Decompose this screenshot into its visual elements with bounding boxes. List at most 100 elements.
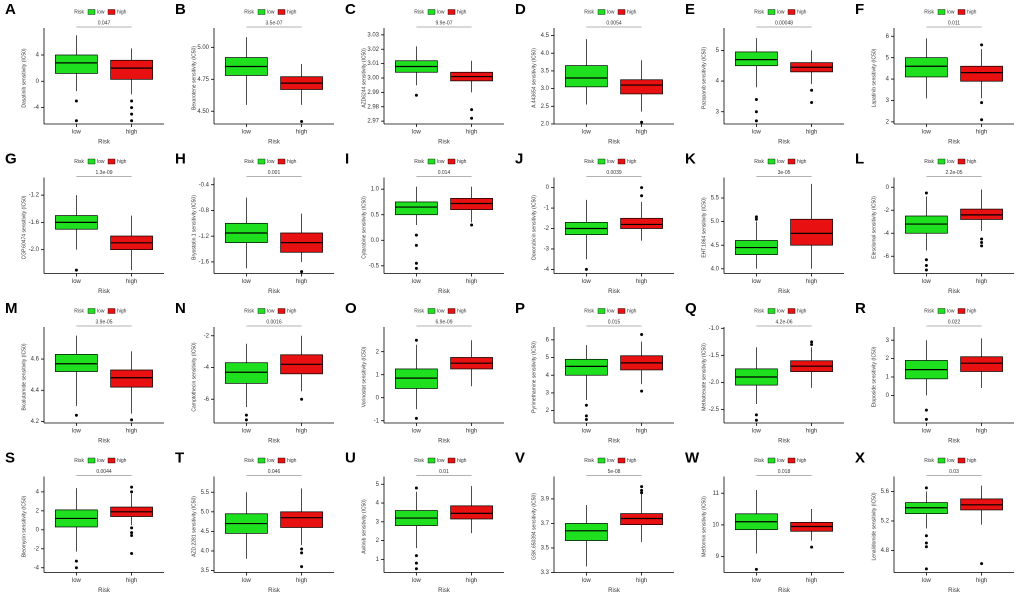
outlier bbox=[470, 116, 474, 120]
outlier bbox=[980, 43, 984, 47]
panel-label: Q bbox=[685, 300, 697, 317]
outlier bbox=[810, 101, 814, 105]
x-tick-label: high bbox=[976, 279, 987, 285]
y-tick-label: 3 bbox=[886, 338, 890, 344]
legend-swatch bbox=[427, 308, 436, 314]
panel-label: X bbox=[855, 449, 865, 466]
legend-label: low bbox=[437, 308, 445, 314]
outlier bbox=[414, 233, 418, 237]
outlier bbox=[640, 389, 644, 393]
y-tick-label: -1.6 bbox=[29, 220, 40, 226]
y-tick-label: 0 bbox=[546, 185, 550, 191]
x-tick-label: high bbox=[466, 578, 477, 584]
y-tick-label: 3 bbox=[376, 519, 380, 525]
x-tick-label: low bbox=[242, 130, 252, 136]
p-value: 4.2e-06 bbox=[776, 319, 793, 325]
x-tick-label: high bbox=[806, 429, 817, 435]
y-axis-label: Etoposide sensitivity (IC50) bbox=[871, 346, 877, 407]
x-tick-label: low bbox=[412, 578, 422, 584]
y-tick-label: -2 bbox=[884, 208, 890, 214]
legend-title: Risk bbox=[414, 9, 424, 15]
x-axis-label: Risk bbox=[438, 140, 451, 146]
p-value: 9.9e-07 bbox=[436, 20, 453, 26]
panel-label: A bbox=[5, 1, 16, 18]
legend-label: low bbox=[267, 308, 275, 314]
y-tick-label: -2 bbox=[34, 546, 40, 552]
box bbox=[565, 65, 608, 88]
x-tick-label: low bbox=[922, 578, 932, 584]
y-tick-label: 2 bbox=[546, 408, 550, 414]
y-axis-label: Bleomycin sensitivity (IC50) bbox=[21, 495, 27, 557]
x-tick-label: high bbox=[466, 130, 477, 136]
outlier bbox=[754, 215, 758, 219]
x-tick-label: high bbox=[296, 130, 307, 136]
legend-swatch bbox=[957, 158, 966, 165]
x-tick-label: low bbox=[752, 578, 762, 584]
legend-title: Risk bbox=[924, 159, 934, 165]
outlier bbox=[640, 491, 644, 495]
outlier bbox=[414, 567, 418, 571]
y-tick-label: 4.50 bbox=[197, 109, 209, 115]
legend-title: Risk bbox=[754, 159, 764, 165]
legend-title: Risk bbox=[244, 9, 254, 15]
panel-label: G bbox=[5, 150, 17, 167]
legend-label: high bbox=[967, 458, 977, 464]
x-axis-label: Risk bbox=[608, 588, 621, 594]
legend-title: Risk bbox=[584, 9, 594, 15]
legend-label: low bbox=[97, 308, 105, 314]
p-value: 0.014 bbox=[438, 170, 451, 176]
legend-swatch bbox=[257, 9, 266, 15]
legend-label: low bbox=[777, 159, 785, 165]
y-tick-label: 1 bbox=[376, 372, 380, 378]
x-axis-label: Risk bbox=[438, 289, 451, 295]
y-axis-label: Axitinib sensitivity (IC50) bbox=[361, 499, 367, 554]
x-tick-label: low bbox=[922, 429, 932, 435]
outlier bbox=[74, 119, 78, 123]
y-tick-label: -2.0 bbox=[29, 247, 40, 253]
legend-title: Risk bbox=[924, 458, 934, 464]
legend-swatch bbox=[787, 308, 796, 314]
legend-title: Risk bbox=[584, 458, 594, 464]
x-tick-label: high bbox=[976, 130, 987, 136]
p-value: 2.2e-05 bbox=[946, 170, 963, 176]
box bbox=[565, 523, 608, 541]
outlier bbox=[924, 545, 928, 549]
y-tick-label: 4 bbox=[716, 79, 720, 85]
x-axis-label: Risk bbox=[948, 289, 961, 295]
y-tick-label: 3 bbox=[546, 391, 550, 397]
x-axis-label: Risk bbox=[778, 439, 791, 445]
x-tick-label: high bbox=[296, 429, 307, 435]
legend-swatch bbox=[87, 158, 96, 165]
box bbox=[450, 505, 493, 520]
y-tick-label: 10 bbox=[712, 522, 719, 528]
legend-label: high bbox=[967, 159, 977, 165]
x-tick-label: low bbox=[242, 429, 252, 435]
p-value: 0.015 bbox=[608, 319, 621, 325]
legend-swatch bbox=[957, 9, 966, 15]
outlier bbox=[414, 93, 418, 97]
x-tick-label: high bbox=[636, 130, 647, 136]
legend-swatch bbox=[107, 9, 116, 15]
outlier bbox=[300, 270, 304, 274]
legend-label: low bbox=[267, 9, 275, 15]
outlier bbox=[414, 416, 418, 420]
p-value: 0.0054 bbox=[606, 20, 622, 26]
x-axis-label: Risk bbox=[98, 140, 111, 146]
p-value: 3.5e-07 bbox=[266, 20, 283, 26]
legend-label: low bbox=[267, 159, 275, 165]
legend-title: Risk bbox=[414, 308, 424, 314]
y-tick-label: 2 bbox=[376, 349, 380, 355]
y-tick-label: 0 bbox=[886, 185, 890, 191]
legend-label: low bbox=[777, 308, 785, 314]
x-tick-label: low bbox=[922, 279, 932, 285]
legend-swatch bbox=[87, 9, 96, 15]
outlier bbox=[810, 343, 814, 347]
y-axis-label: Bryostatin.1 sensitivity (IC50) bbox=[191, 195, 197, 260]
legend-swatch bbox=[427, 457, 436, 464]
legend-title: Risk bbox=[244, 159, 254, 165]
x-tick-label: low bbox=[582, 429, 592, 435]
x-axis-label: Risk bbox=[778, 289, 791, 295]
x-tick-label: high bbox=[976, 429, 987, 435]
x-tick-label: high bbox=[806, 130, 817, 136]
x-tick-label: low bbox=[72, 578, 82, 584]
